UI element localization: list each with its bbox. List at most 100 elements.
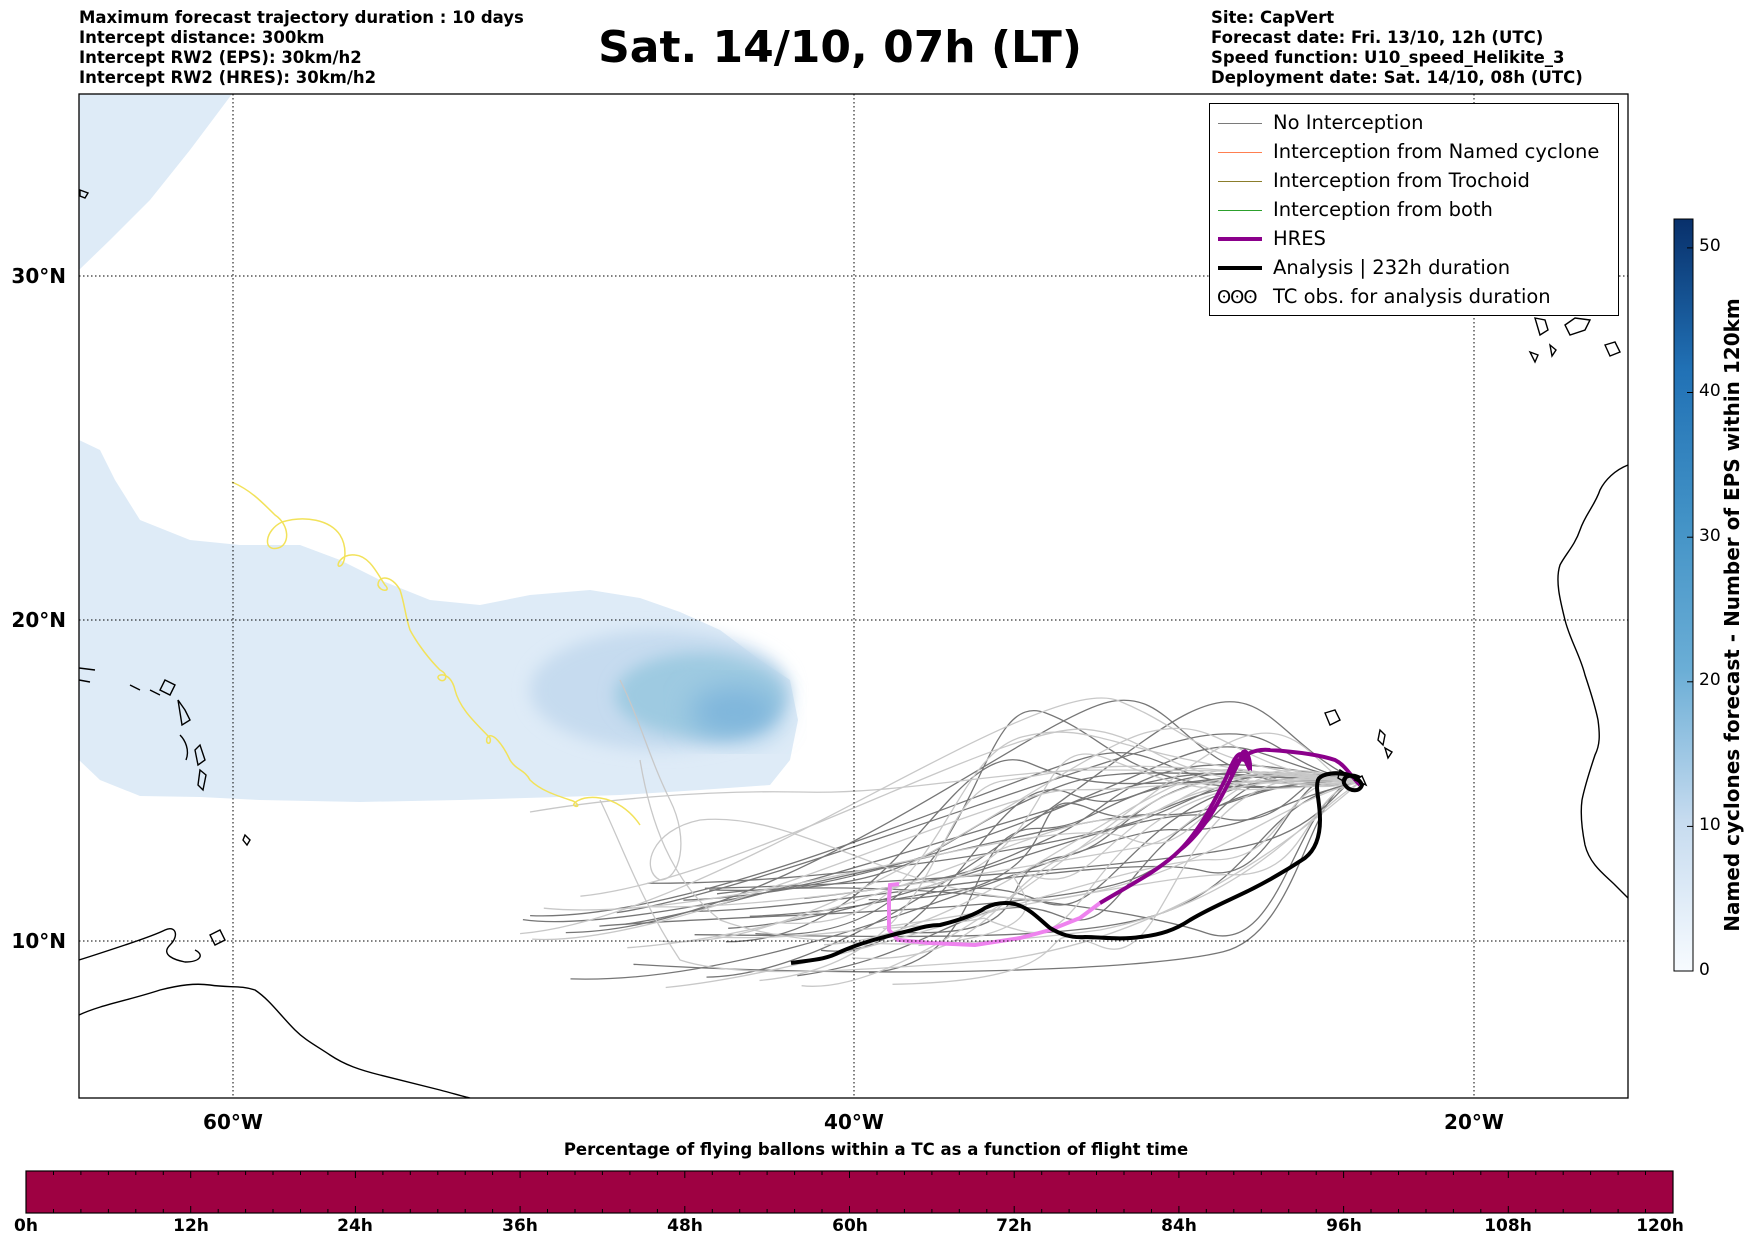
legend-swatch xyxy=(1218,181,1262,182)
legend-swatch xyxy=(1218,266,1262,270)
legend-item-no-interception: No Interception xyxy=(1210,109,1618,138)
ensemble-track xyxy=(824,768,1361,946)
histogram-tick-label: 72h xyxy=(996,1216,1032,1236)
histogram-title: Percentage of flying ballons within a TC… xyxy=(563,1140,1189,1159)
ensemble-track xyxy=(868,779,1361,901)
ensemble-track xyxy=(633,781,1361,973)
legend-item-both: Interception from both xyxy=(1210,196,1618,225)
ensemble-track xyxy=(532,781,1361,941)
ensemble-track xyxy=(868,776,1361,974)
legend-label: No Interception xyxy=(1273,111,1424,134)
header-right-line: Deployment date: Sat. 14/10, 08h (UTC) xyxy=(1211,68,1583,87)
colorbar-tick-label: 40 xyxy=(1699,381,1721,401)
colorbar-ticks xyxy=(1687,247,1693,972)
coast-lesser-antilles-4 xyxy=(177,699,191,727)
ensemble-track xyxy=(627,772,1361,949)
legend-swatch xyxy=(1218,210,1262,211)
header-right-line: Speed function: U10_speed_Helikite_3 xyxy=(1211,48,1565,67)
header-right: Site: CapVert Forecast date: Fri. 13/10,… xyxy=(1211,8,1583,88)
header-right-line: Site: CapVert xyxy=(1211,8,1335,27)
histogram-tick-label: 12h xyxy=(173,1216,209,1236)
coast-canary-islands xyxy=(1528,317,1621,364)
coastlines xyxy=(79,188,1628,1098)
ensemble-track xyxy=(898,753,1361,893)
density-top-left xyxy=(79,94,232,270)
header-left-line: Intercept RW2 (EPS): 30km/h2 xyxy=(79,48,362,67)
density-core-inner xyxy=(690,686,780,738)
coast-africa xyxy=(1557,464,1628,899)
ensemble-track xyxy=(599,781,1361,973)
coast-lesser-antilles-2 xyxy=(197,768,207,792)
ensemble-track xyxy=(704,779,1361,889)
lat-label-20n: 20°N xyxy=(11,608,66,632)
ensemble-track xyxy=(649,769,1361,908)
histogram-tick-label: 24h xyxy=(337,1216,373,1236)
ensemble-track xyxy=(728,770,1361,929)
hres-track-east xyxy=(1228,747,1362,787)
ensemble-track xyxy=(625,773,1361,925)
colorbar-tick-label: 50 xyxy=(1699,236,1721,256)
ensemble-track xyxy=(918,778,1361,947)
ensemble-track xyxy=(570,781,1361,980)
legend-swatch xyxy=(1218,152,1262,153)
legend-label: Interception from Named cyclone xyxy=(1273,140,1600,163)
ensemble-track xyxy=(709,772,1361,892)
ensemble-track xyxy=(716,781,1361,937)
lat-label-10n: 10°N xyxy=(11,929,66,953)
map-frame xyxy=(78,93,1629,1099)
legend-swatch xyxy=(1218,123,1262,124)
ensemble-track xyxy=(619,679,1361,901)
colorbar-tick-label: 30 xyxy=(1699,526,1721,546)
legend-label: Analysis | 232h duration xyxy=(1273,256,1511,279)
histogram-tick-label: 48h xyxy=(667,1216,703,1236)
coast-cabo-verde xyxy=(1324,709,1393,787)
legend-label: TC obs. for analysis duration xyxy=(1273,285,1551,308)
colorbar-gradient xyxy=(1673,218,1694,972)
histogram-tick-label: 108h xyxy=(1484,1216,1532,1236)
hres-track-light xyxy=(887,882,1102,948)
coast-south-america xyxy=(79,983,471,1098)
coast-virgin-islands xyxy=(79,667,161,696)
legend-item-trochoid: Interception from Trochoid xyxy=(1210,167,1618,196)
colorbar-tick-label: 20 xyxy=(1699,670,1721,690)
histogram-tick-label: 0h xyxy=(14,1216,38,1236)
coast-venezuela xyxy=(79,928,201,963)
lon-label-40w: 40°W xyxy=(824,1110,884,1134)
legend-item-analysis: Analysis | 232h duration xyxy=(1210,254,1618,283)
histogram-tick-label: 84h xyxy=(1161,1216,1197,1236)
histogram-tick-label: 60h xyxy=(832,1216,868,1236)
header-right-line: Forecast date: Fri. 13/10, 12h (UTC) xyxy=(1211,28,1544,47)
lat-label-30n: 30°N xyxy=(11,264,66,288)
legend-label: HRES xyxy=(1273,227,1326,250)
map-content xyxy=(79,94,1628,1098)
header-left-line: Intercept RW2 (HRES): 30km/h2 xyxy=(79,68,377,87)
legend-item-hres: HRES xyxy=(1210,225,1618,254)
coast-lesser-antilles-1 xyxy=(194,743,206,767)
coast-lesser-antilles-3 xyxy=(179,734,189,761)
legend-label: Interception from Trochoid xyxy=(1273,169,1530,192)
map-title: Sat. 14/10, 07h (LT) xyxy=(598,22,1082,73)
map-legend: No Interception Interception from Named … xyxy=(1209,103,1619,316)
cyclone-track xyxy=(231,481,641,826)
legend-label: Interception from both xyxy=(1273,198,1493,221)
coast-lesser-antilles-6 xyxy=(242,833,251,847)
tc-obs-icon: ʘʘʘ xyxy=(1217,287,1258,308)
ensemble-track xyxy=(821,771,1361,952)
histogram-tick-label: 96h xyxy=(1326,1216,1362,1236)
coast-bermuda xyxy=(79,188,90,199)
histogram-ticks xyxy=(25,1171,1674,1213)
cyclone-density-field xyxy=(79,94,798,802)
legend-swatch xyxy=(1218,237,1262,241)
ensemble-track xyxy=(683,746,1361,901)
ensemble-track xyxy=(892,776,1361,985)
map-gridlines xyxy=(79,94,1628,1098)
lon-label-20w: 20°W xyxy=(1444,1110,1504,1134)
ensemble-track xyxy=(706,701,1361,978)
ensemble-track xyxy=(580,728,1361,897)
ensemble-track xyxy=(755,710,1361,936)
ensemble-track xyxy=(759,765,1361,982)
ensemble-track xyxy=(665,780,1361,989)
no-interception-tracks xyxy=(520,679,1361,989)
ensemble-track xyxy=(565,699,1361,934)
